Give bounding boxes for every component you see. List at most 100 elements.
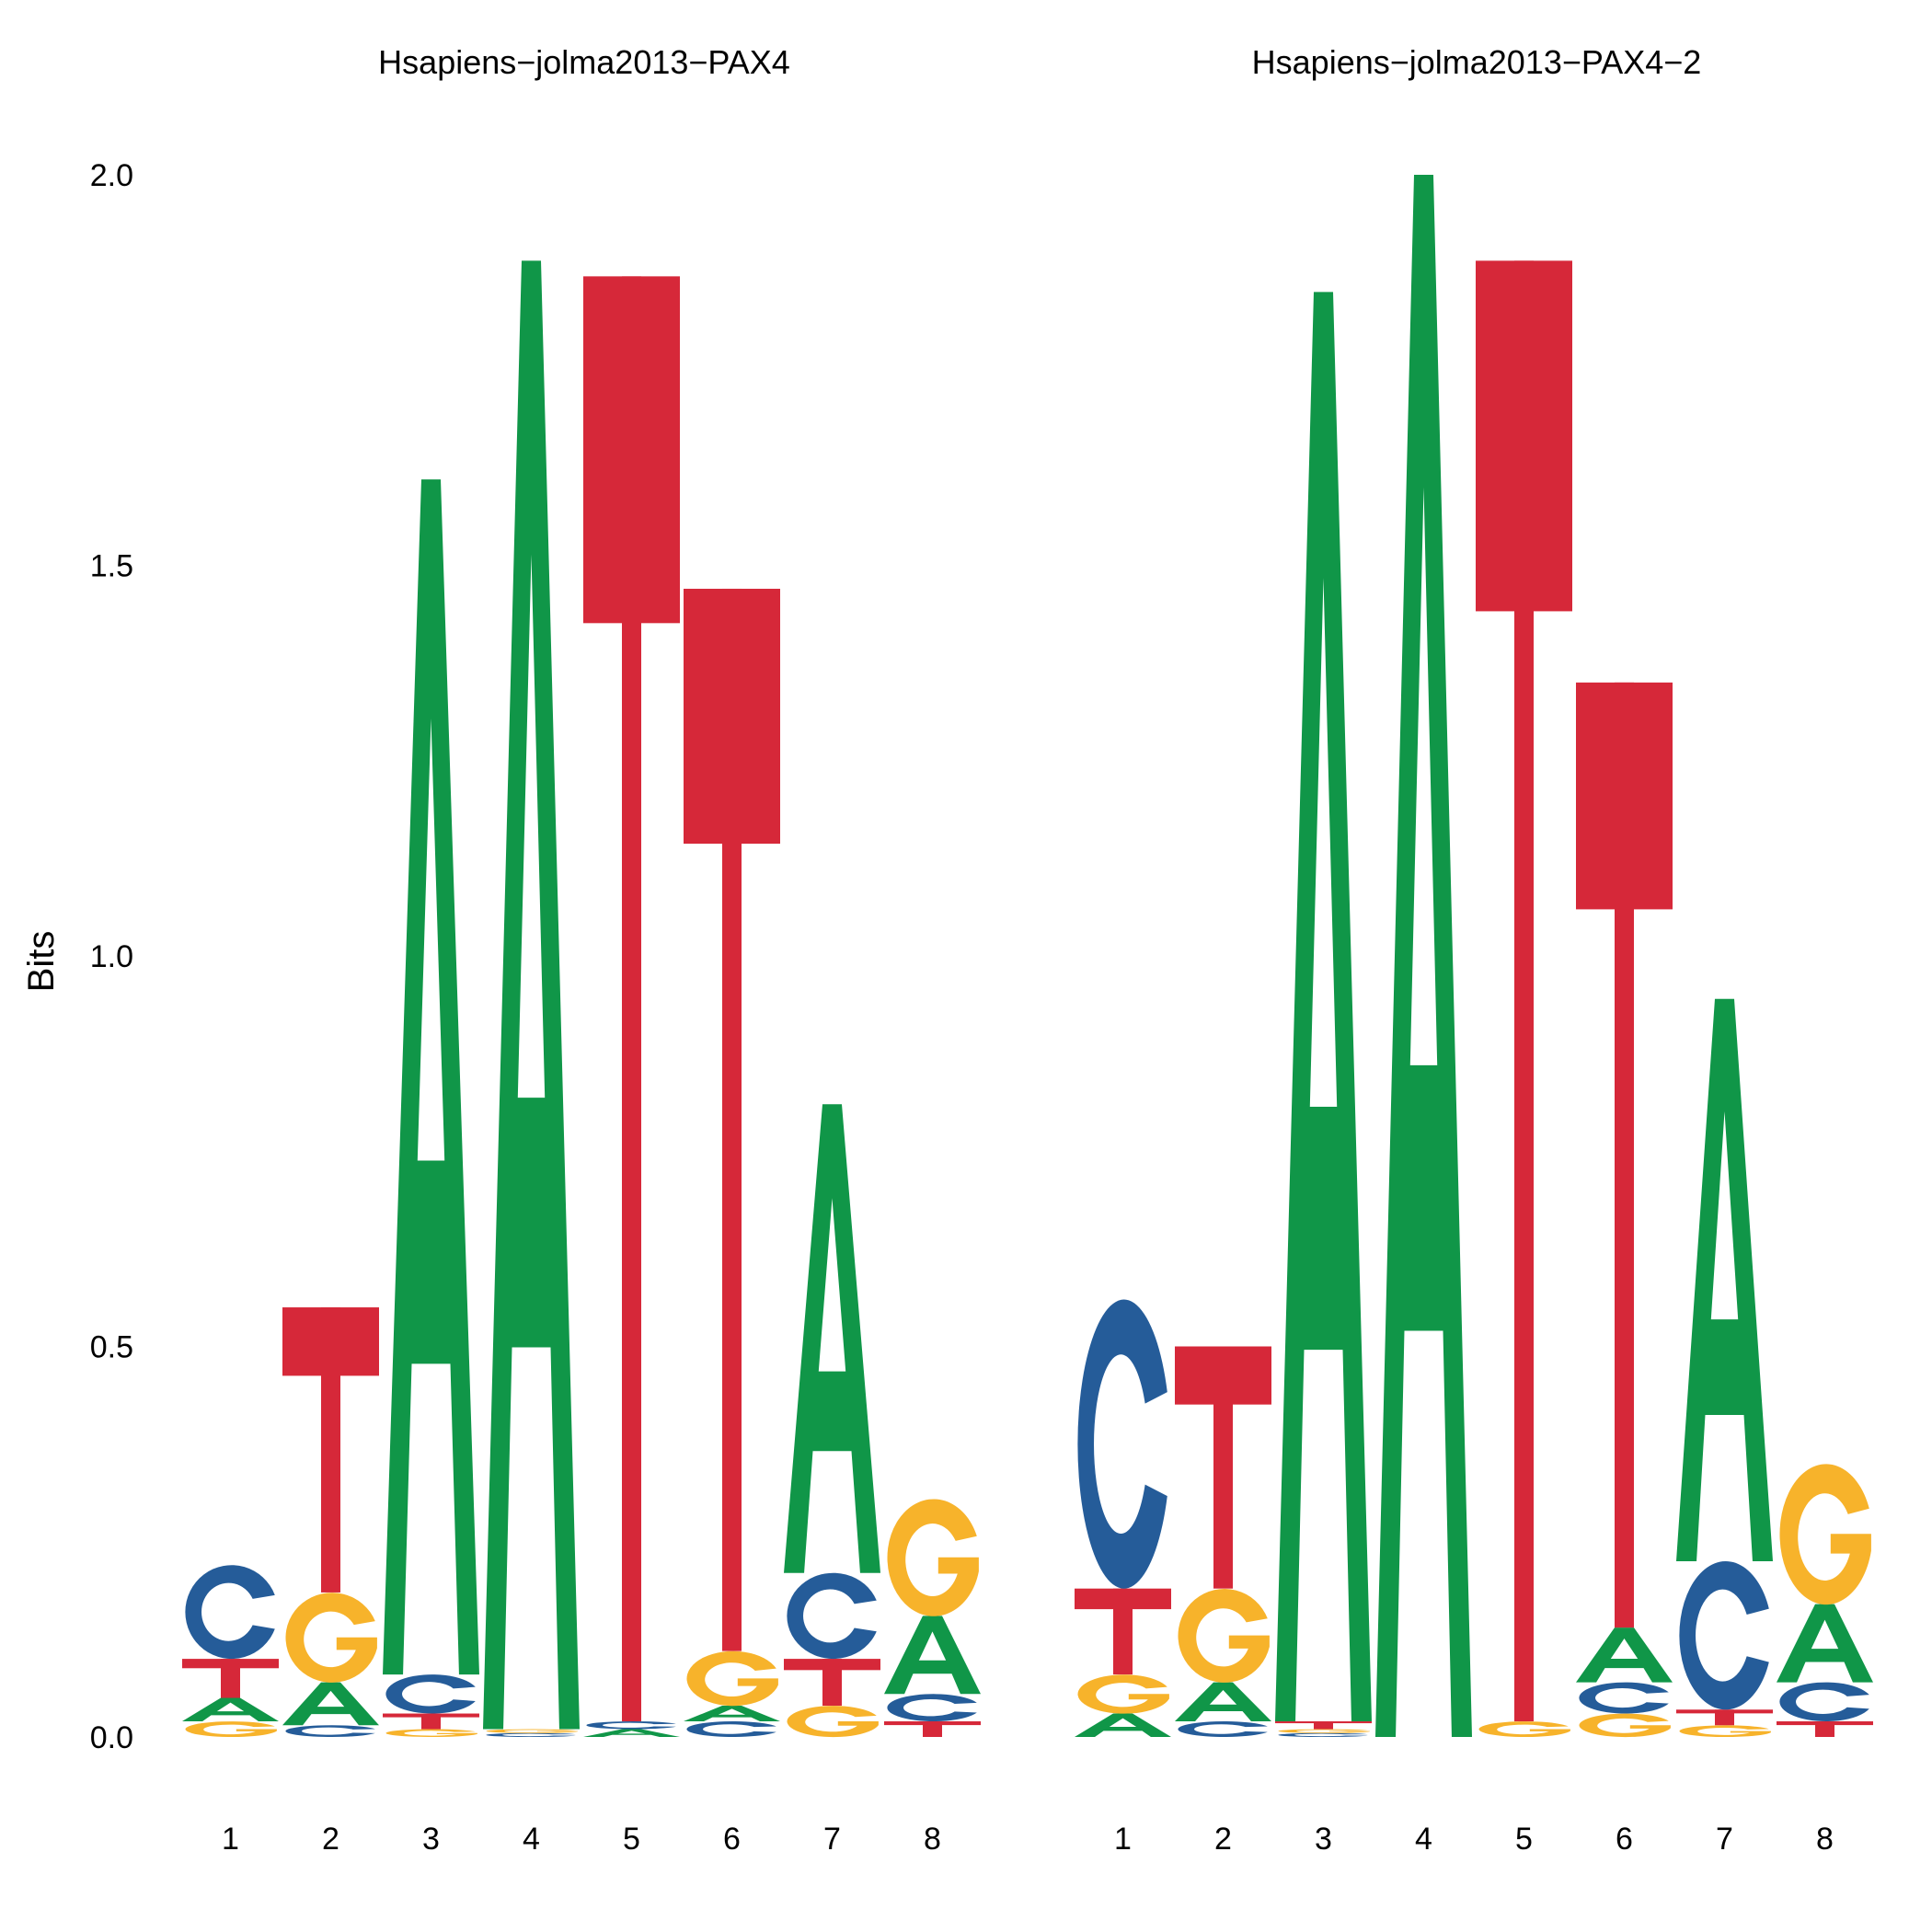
x-tick-label: 1 <box>222 1822 239 1857</box>
x-tick-labels: 1 2 3 4 5 6 7 8 <box>222 1822 941 1857</box>
panel-left: Hsapiens−jolma2013−PAX4 1 2 3 4 5 6 7 8 <box>182 43 981 1857</box>
letter-stack-position-8 <box>884 1499 981 1737</box>
x-tick-label: 8 <box>924 1822 941 1857</box>
letter-stack-position-6 <box>684 588 780 1737</box>
letter-stack-position-7 <box>1676 998 1773 1738</box>
letter-t <box>1777 1721 1873 1737</box>
letter-c <box>285 1725 375 1737</box>
letter-a <box>1676 998 1773 1561</box>
letter-stack-position-3 <box>1275 292 1372 1737</box>
x-tick-label: 3 <box>422 1822 440 1857</box>
letter-t <box>182 1659 279 1698</box>
x-tick-label: 1 <box>1114 1822 1132 1857</box>
letter-c <box>1278 1732 1368 1737</box>
letter-a <box>884 1616 981 1695</box>
x-tick-label: 5 <box>1515 1822 1533 1857</box>
letter-stack-position-5 <box>1476 260 1572 1738</box>
letter-t <box>1075 1588 1171 1675</box>
letter-a <box>182 1697 279 1722</box>
letter-stack-position-1 <box>182 1565 279 1738</box>
letter-a <box>383 479 479 1675</box>
y-tick-label: 0.5 <box>90 1330 133 1365</box>
letter-t <box>784 1659 880 1707</box>
letter-t <box>1576 682 1673 1628</box>
letter-c <box>1779 1682 1869 1722</box>
letter-a <box>784 1104 880 1573</box>
x-tick-label: 8 <box>1816 1822 1834 1857</box>
letter-stack-position-3 <box>383 479 479 1738</box>
y-tick-labels: 0.0 0.5 1.0 1.5 2.0 <box>90 158 133 1755</box>
letter-a <box>1075 1713 1171 1737</box>
letter-g <box>1779 1464 1871 1605</box>
letter-g <box>385 1729 477 1738</box>
letter-a <box>583 1729 680 1737</box>
letter-a <box>1576 1627 1673 1683</box>
letter-t <box>583 276 680 1722</box>
x-tick-label: 6 <box>723 1822 741 1857</box>
y-axis: Bits 0.0 0.5 1.0 1.5 2.0 <box>21 158 133 1755</box>
letter-stack-position-4 <box>483 260 580 1737</box>
letter-t <box>282 1307 379 1593</box>
letter-stack-position-8 <box>1777 1464 1873 1737</box>
letter-c <box>1579 1682 1669 1714</box>
letter-g <box>1579 1713 1671 1738</box>
letter-stack-position-7 <box>784 1104 880 1738</box>
letter-c <box>686 1721 776 1737</box>
letter-t <box>1275 1721 1372 1730</box>
letter-g <box>686 1650 778 1707</box>
y-tick-label: 2.0 <box>90 158 133 193</box>
letter-stack-position-6 <box>1576 682 1673 1738</box>
y-tick-label: 1.0 <box>90 939 133 974</box>
letter-a <box>684 1706 780 1722</box>
letter-a <box>1175 1682 1271 1722</box>
letter-c <box>486 1732 576 1737</box>
letter-g <box>185 1721 277 1738</box>
letter-g <box>1178 1588 1270 1683</box>
x-tick-label: 7 <box>823 1822 841 1857</box>
letter-g <box>887 1499 979 1616</box>
letter-g <box>1679 1725 1771 1738</box>
letter-stack-position-4 <box>1375 175 1472 1737</box>
letter-stack-position-1 <box>1075 1299 1171 1737</box>
letter-c <box>586 1721 676 1730</box>
letter-stacks <box>182 260 981 1738</box>
letter-t <box>1175 1346 1271 1589</box>
letter-c <box>1077 1299 1167 1589</box>
y-axis-title: Bits <box>21 931 62 993</box>
x-tick-label: 2 <box>1214 1822 1232 1857</box>
letter-a <box>282 1682 379 1726</box>
letter-t <box>684 588 780 1651</box>
letter-stack-position-2 <box>282 1307 379 1737</box>
x-tick-label: 2 <box>322 1822 339 1857</box>
x-tick-label: 5 <box>623 1822 640 1857</box>
panel-title: Hsapiens−jolma2013−PAX4−2 <box>1252 43 1702 81</box>
letter-g <box>1077 1674 1169 1714</box>
letter-g <box>1278 1729 1370 1733</box>
letter-t <box>1676 1709 1773 1726</box>
letter-c <box>1679 1560 1769 1710</box>
letter-a <box>1375 175 1472 1737</box>
panel-title: Hsapiens−jolma2013−PAX4 <box>378 43 790 81</box>
x-tick-label: 4 <box>1415 1822 1432 1857</box>
x-tick-label: 3 <box>1315 1822 1332 1857</box>
letter-g <box>787 1706 879 1738</box>
letter-g <box>285 1593 377 1683</box>
x-tick-label: 6 <box>1616 1822 1633 1857</box>
panel-right: Hsapiens−jolma2013−PAX4−2 1 2 3 4 5 6 7 8 <box>1075 43 1873 1857</box>
x-tick-label: 7 <box>1716 1822 1733 1857</box>
letter-a <box>1777 1604 1873 1683</box>
letter-c <box>787 1572 877 1660</box>
letter-g <box>486 1729 578 1733</box>
letter-g <box>1478 1721 1570 1738</box>
letter-t <box>884 1721 981 1737</box>
letter-t <box>1476 260 1572 1722</box>
x-tick-label: 4 <box>523 1822 540 1857</box>
letter-c <box>887 1694 977 1722</box>
letter-a <box>1275 292 1372 1722</box>
letter-c <box>1178 1721 1268 1737</box>
letter-stacks <box>1075 175 1873 1738</box>
letter-t <box>383 1713 479 1730</box>
x-tick-labels: 1 2 3 4 5 6 7 8 <box>1114 1822 1834 1857</box>
letter-a <box>483 260 580 1730</box>
y-tick-label: 1.5 <box>90 549 133 584</box>
